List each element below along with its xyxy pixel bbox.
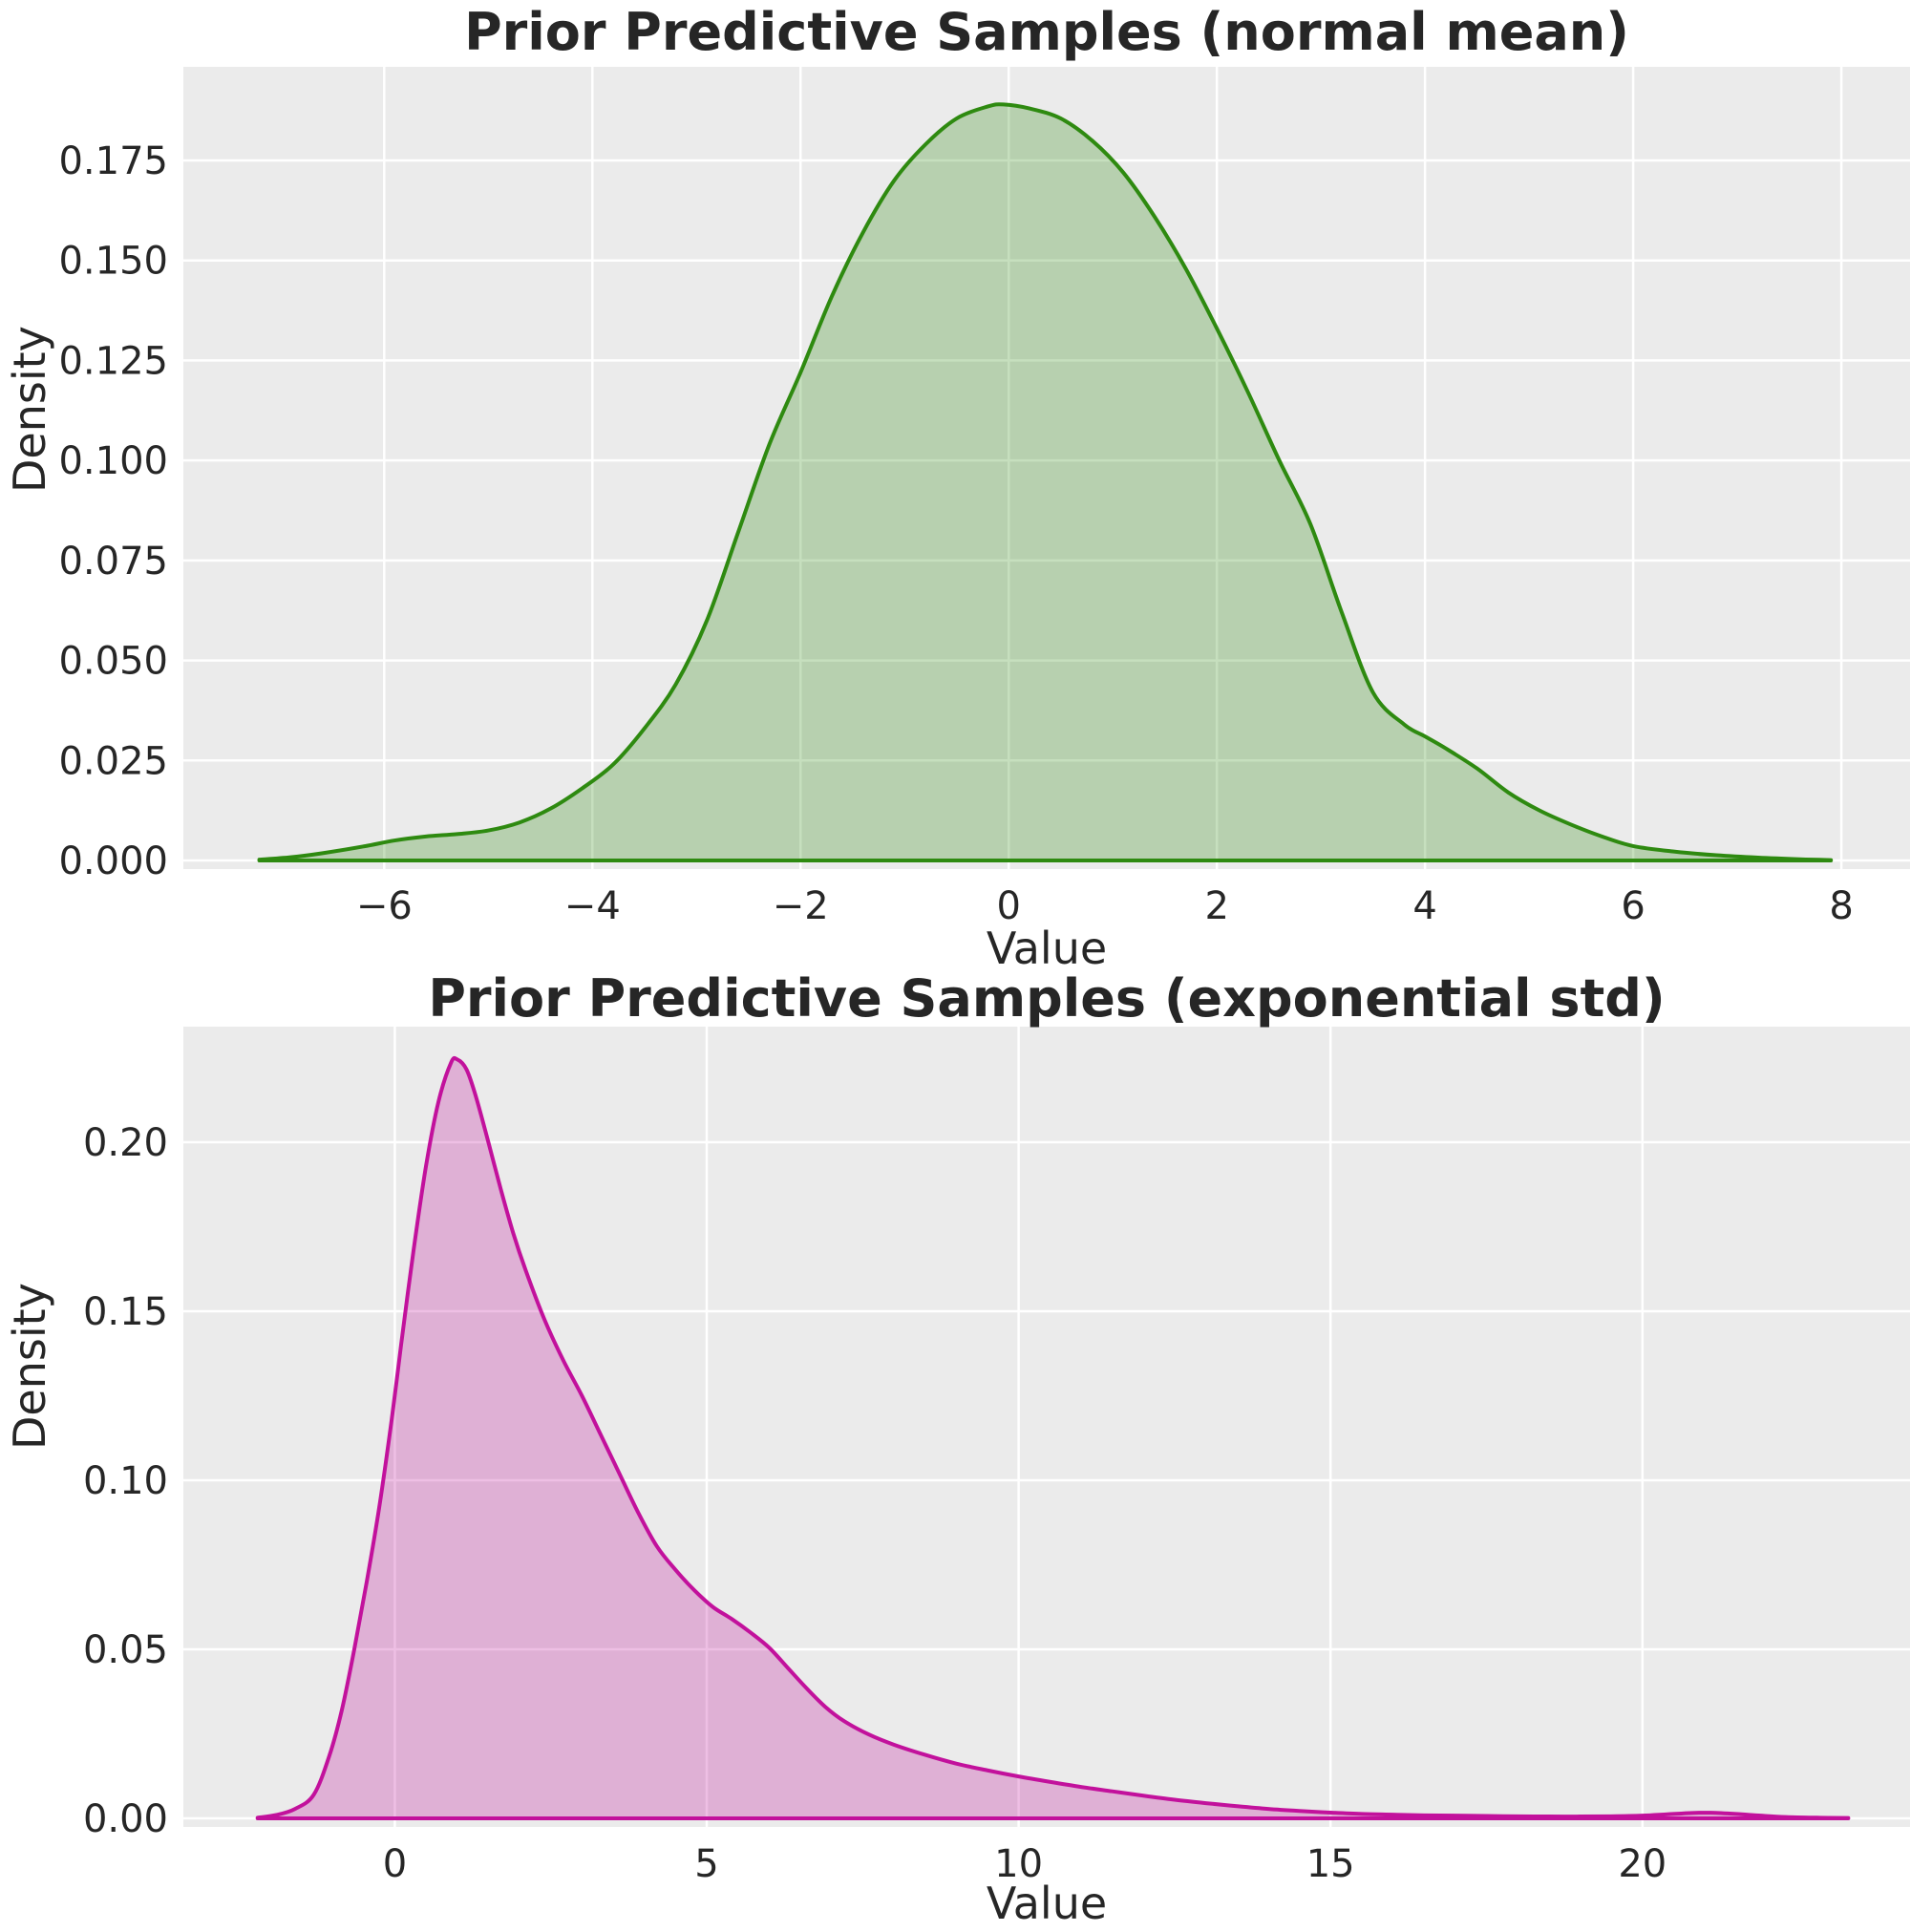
x-tick-label: 4: [1412, 884, 1436, 928]
y-axis-label-bottom: Density: [4, 1283, 55, 1450]
x-tick-label: 8: [1829, 884, 1853, 928]
x-tick-label: 20: [1618, 1842, 1667, 1886]
kde-fill: [257, 1057, 1849, 1819]
y-tick-label: 0.20: [83, 1121, 168, 1165]
x-tick-label: −6: [356, 884, 413, 928]
y-tick-label: 0.00: [83, 1797, 168, 1841]
x-tick-label: 6: [1621, 884, 1645, 928]
kde-curve: [257, 102, 1834, 862]
y-tick-label: 0.15: [83, 1290, 168, 1334]
y-tick-label: 0.10: [83, 1459, 168, 1503]
kde-curve: [255, 1055, 1851, 1821]
axes-background: [183, 67, 1910, 869]
y-tick-label: 0.075: [58, 540, 168, 584]
x-tick-label: 0: [383, 1842, 407, 1886]
y-tick-label: 0.05: [83, 1628, 168, 1672]
x-tick-label: 15: [1306, 1842, 1355, 1886]
x-tick-label: 10: [994, 1842, 1043, 1886]
y-tick-label: 0.175: [58, 139, 168, 183]
plot-title-exponential-std: Prior Predictive Samples (exponential st…: [428, 968, 1666, 1029]
x-axis-label-top: Value: [986, 923, 1108, 974]
subplot-1: 0 5 10 15 20 0.00 0.05 0.10 0.15 0.20: [83, 1027, 1910, 1886]
x-axis-label-bottom: Value: [986, 1878, 1108, 1929]
y-tick-label: 0.050: [58, 640, 168, 684]
y-tick-label: 0.025: [58, 739, 168, 783]
y-tick-label: 0.150: [58, 240, 168, 284]
x-tick-label: −2: [773, 884, 829, 928]
y-tick-label: 0.100: [58, 439, 168, 483]
x-tick-label: −4: [564, 884, 621, 928]
plot-title-normal-mean: Prior Predictive Samples (normal mean): [464, 2, 1629, 62]
x-tick-label: 0: [996, 884, 1020, 928]
subplot-0: −6 −4 −2 0 2 4 6 8 0.000 0.025 0.050 0.075 0.100 0.12…: [58, 67, 1910, 928]
axes-background: [183, 1027, 1910, 1827]
y-axis-label-top: Density: [4, 326, 55, 493]
x-tick-label: 5: [694, 1842, 718, 1886]
kde-fill: [259, 104, 1832, 860]
y-tick-label: 0.125: [58, 339, 168, 383]
y-tick-label: 0.000: [58, 839, 168, 883]
x-tick-label: 2: [1204, 884, 1228, 928]
